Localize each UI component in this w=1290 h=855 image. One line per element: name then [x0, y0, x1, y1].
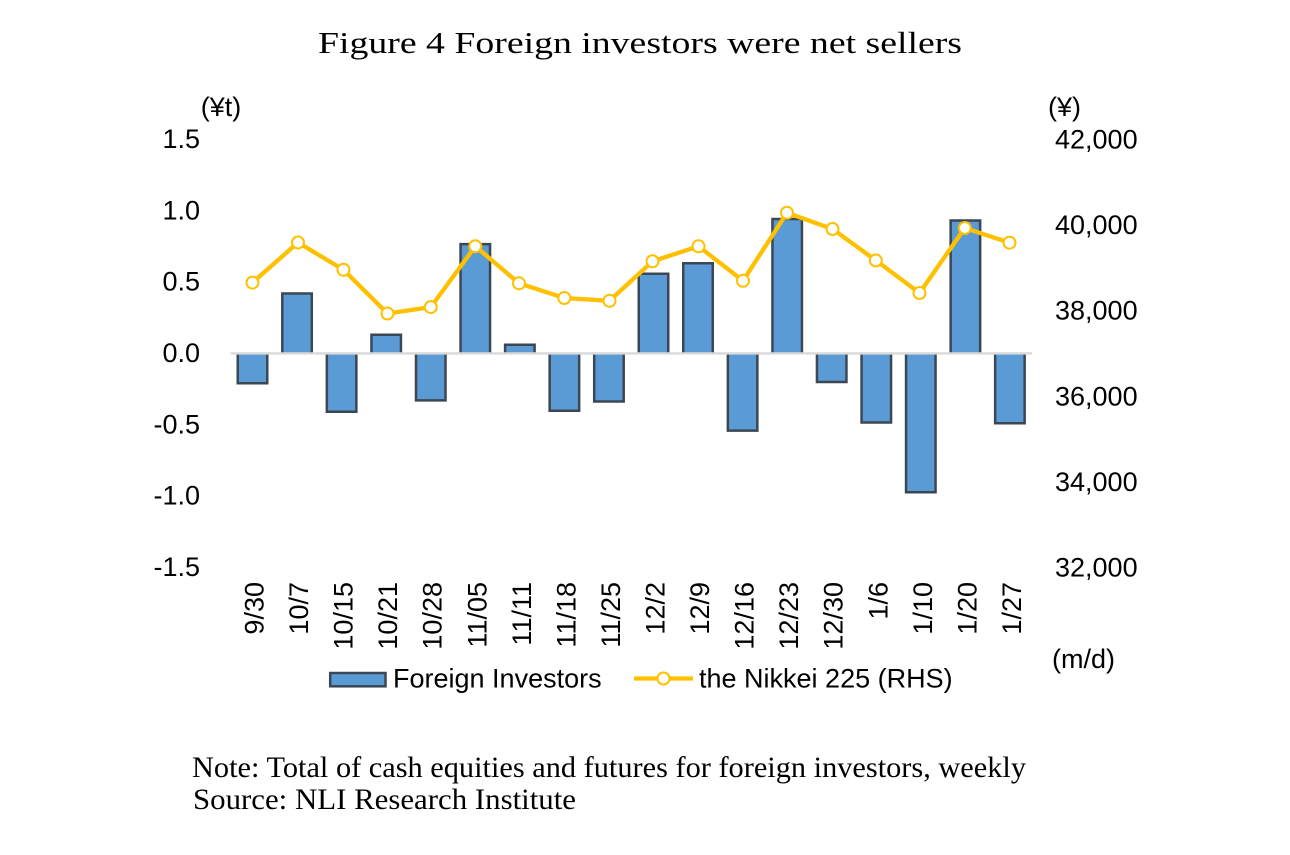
svg-text:1.0: 1.0	[162, 195, 200, 225]
svg-text:1/20: 1/20	[952, 582, 982, 635]
svg-text:40,000: 40,000	[1055, 210, 1138, 240]
svg-text:Source: NLI Research Institute: Source: NLI Research Institute	[193, 783, 576, 816]
svg-text:1/27: 1/27	[997, 582, 1027, 635]
svg-text:10/7: 10/7	[284, 582, 314, 635]
svg-text:11/05: 11/05	[462, 582, 492, 648]
svg-text:0.5: 0.5	[162, 267, 200, 297]
svg-text:12/16: 12/16	[730, 582, 760, 650]
svg-text:1.5: 1.5	[162, 124, 200, 154]
svg-text:the Nikkei 225 (RHS): the Nikkei 225 (RHS)	[699, 664, 953, 694]
svg-text:11/25: 11/25	[596, 582, 626, 648]
svg-text:(m/d): (m/d)	[1052, 644, 1115, 674]
svg-text:11/18: 11/18	[551, 582, 581, 648]
svg-text:Note: Total of cash equities a: Note: Total of cash equities and futures…	[192, 751, 1026, 784]
svg-text:36,000: 36,000	[1055, 381, 1138, 411]
svg-text:10/21: 10/21	[373, 582, 403, 650]
svg-text:1/6: 1/6	[863, 582, 893, 620]
svg-text:0.0: 0.0	[162, 338, 200, 368]
svg-text:9/30: 9/30	[240, 582, 270, 635]
svg-text:12/23: 12/23	[774, 582, 804, 650]
svg-text:Figure 4 Foreign investors wer: Figure 4 Foreign investors were net sell…	[318, 25, 962, 60]
svg-text:11/11: 11/11	[507, 582, 537, 646]
svg-text:(¥t): (¥t)	[201, 92, 242, 122]
svg-text:12/2: 12/2	[641, 582, 671, 635]
svg-text:-0.5: -0.5	[153, 409, 200, 439]
svg-text:32,000: 32,000	[1055, 553, 1138, 583]
svg-text:34,000: 34,000	[1055, 467, 1138, 497]
svg-text:38,000: 38,000	[1055, 296, 1138, 326]
svg-text:Foreign Investors: Foreign Investors	[393, 664, 602, 694]
svg-text:-1.5: -1.5	[153, 552, 200, 582]
svg-text:10/15: 10/15	[329, 582, 359, 650]
svg-text:(¥): (¥)	[1048, 92, 1081, 122]
svg-text:10/28: 10/28	[418, 582, 448, 650]
svg-text:12/30: 12/30	[819, 582, 849, 650]
svg-text:-1.0: -1.0	[153, 481, 200, 511]
svg-text:1/10: 1/10	[908, 582, 938, 635]
svg-text:12/9: 12/9	[685, 582, 715, 635]
svg-text:42,000: 42,000	[1055, 125, 1138, 155]
